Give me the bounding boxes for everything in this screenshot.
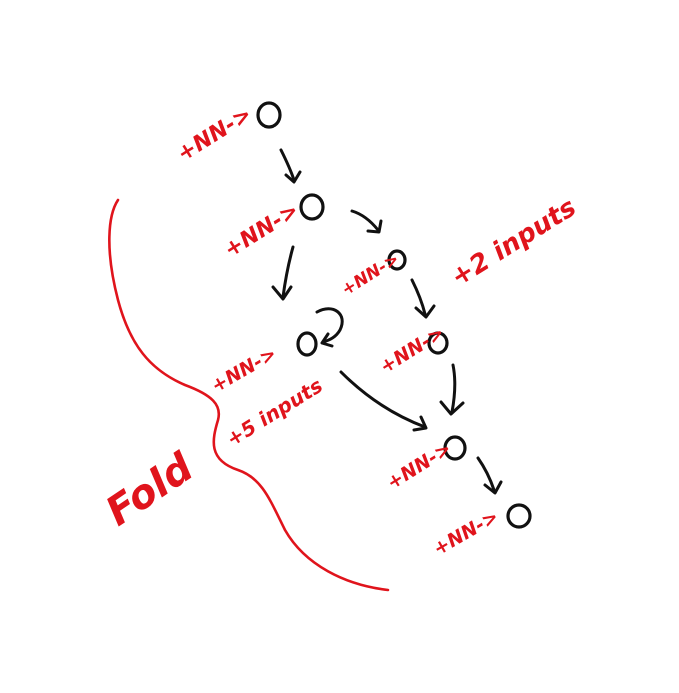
arrow-1-to-2: [279, 148, 296, 182]
node-4: [296, 331, 318, 357]
arrow-6-to-7: [476, 456, 496, 492]
nn-label-6: +NN->: [383, 438, 455, 495]
arrow-2-to-3: [350, 209, 380, 232]
node-2: [299, 193, 325, 221]
node-4-loop-arrow: [315, 307, 344, 344]
arrow-3-to-5: [410, 278, 427, 316]
arrow-2-to-4: [281, 245, 295, 299]
node-1: [256, 101, 282, 129]
arrow-4-to-6: [339, 370, 427, 429]
nn-label-3: +NN->: [338, 249, 403, 300]
arrow-5-to-6: [450, 363, 457, 414]
node-6: [443, 435, 467, 461]
nn-label-1: +NN->: [173, 102, 256, 167]
node-3: [387, 249, 407, 271]
node-5: [427, 331, 449, 355]
fold-label: Fold: [98, 444, 202, 535]
plus-two-inputs-label: +2 inputs: [446, 193, 582, 293]
node-7: [506, 503, 532, 529]
nn-label-7: +NN->: [430, 506, 503, 561]
nn-label-5: +NN->: [376, 322, 448, 379]
fold-brace: [108, 198, 390, 592]
nn-label-4: +NN->: [208, 343, 281, 398]
